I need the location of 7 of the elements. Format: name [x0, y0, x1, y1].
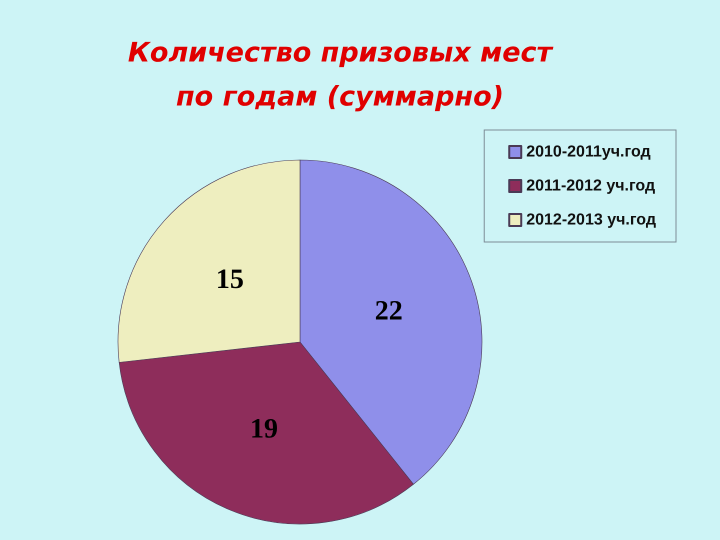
legend-label: 2010-2011уч.год — [526, 144, 651, 160]
data-label: 19 — [250, 413, 278, 444]
data-label: 22 — [374, 295, 403, 326]
legend-label: 2012-2013 уч.год — [526, 212, 656, 228]
data-label: 15 — [216, 264, 244, 295]
chart-title: Количество призовых мест по годам (суммарно) — [128, 38, 554, 112]
legend-label: 2011-2012 уч.год — [526, 178, 656, 194]
